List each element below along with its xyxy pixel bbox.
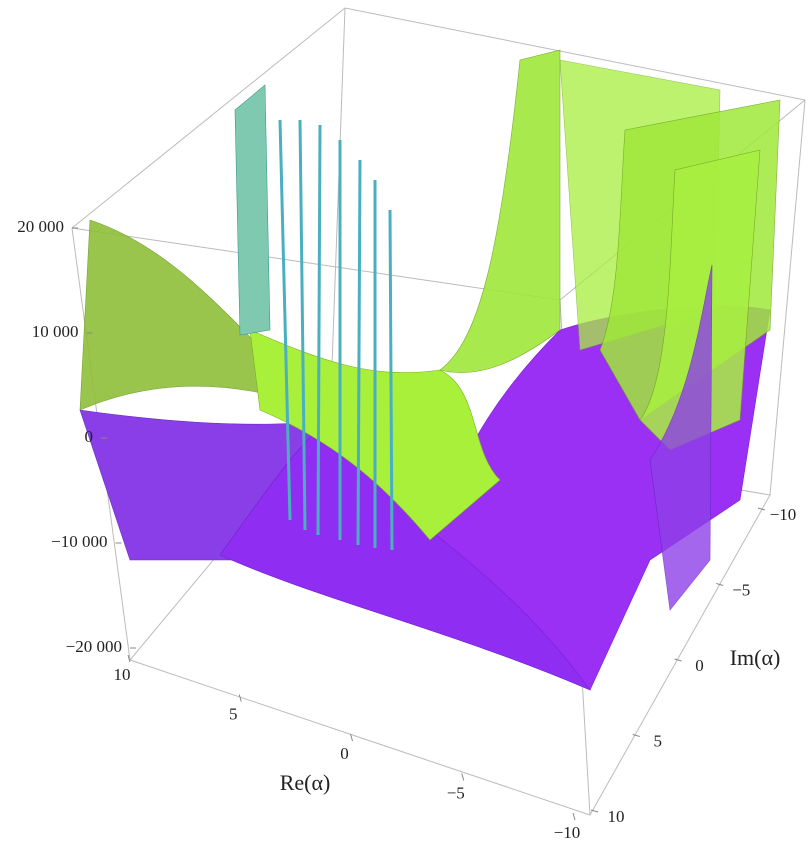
x-tick-label: 10 — [114, 665, 131, 684]
z-tick-label: 20 000 — [17, 217, 64, 236]
tick-mark — [127, 654, 131, 663]
y-tick-label: 5 — [654, 731, 663, 750]
y-tick-label: −5 — [732, 580, 750, 599]
z-tick-label: −20 000 — [66, 637, 122, 656]
tick-mark — [757, 507, 766, 511]
tick-mark — [350, 733, 353, 742]
z-tick-label: 10 000 — [32, 322, 79, 341]
tick-mark — [238, 694, 242, 702]
tick-mark — [674, 658, 682, 662]
z-tick-label: −10 000 — [51, 532, 107, 551]
tick-mark — [632, 734, 640, 737]
tick-mark — [716, 583, 724, 586]
y-tick-label: −10 — [770, 505, 797, 524]
z-tick-label: 0 — [85, 427, 94, 446]
x-axis-label: Re(α) — [280, 770, 331, 795]
x-tick-label: 0 — [340, 744, 349, 763]
tick-mark — [461, 773, 465, 781]
tick-mark — [572, 812, 576, 821]
x-tick-label: −5 — [447, 783, 465, 802]
x-tick-label: 5 — [229, 704, 238, 723]
y-tick-label: 0 — [695, 656, 704, 675]
y-tick-label: 10 — [608, 807, 625, 826]
tick-mark — [590, 809, 599, 813]
y-axis-label: Im(α) — [730, 645, 781, 670]
x-tick-label: −10 — [554, 823, 581, 842]
surface — [79, 49, 781, 691]
